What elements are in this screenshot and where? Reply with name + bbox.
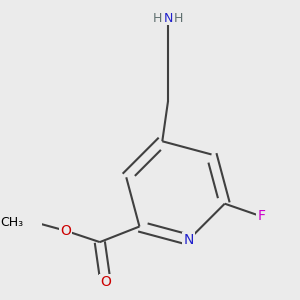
Text: N: N [163, 12, 172, 25]
Text: H: H [174, 12, 183, 25]
Text: F: F [257, 209, 266, 224]
Text: CH₃: CH₃ [0, 216, 23, 229]
Text: O: O [60, 224, 71, 238]
Text: N: N [184, 233, 194, 247]
Text: O: O [100, 275, 111, 289]
Text: H: H [152, 12, 162, 25]
